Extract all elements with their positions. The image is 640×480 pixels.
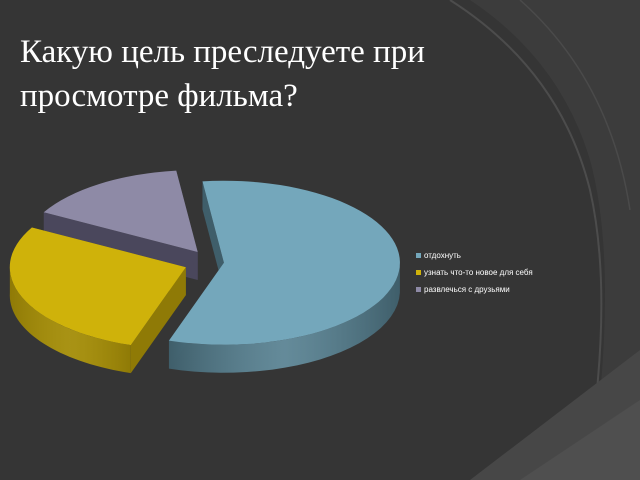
pie-slice-top <box>168 180 400 345</box>
pie-slice-side-wall <box>130 267 186 374</box>
legend-item: развлечься с друзьями <box>416 281 533 298</box>
pie-slice-0 <box>168 180 400 373</box>
legend-item: узнать что-то новое для себя <box>416 264 533 281</box>
chart-legend: отдохнуть узнать что-то новое для себя р… <box>416 247 533 298</box>
pie-slice-side-wall <box>202 181 224 291</box>
legend-swatch-icon <box>416 253 421 258</box>
legend-swatch-icon <box>416 270 421 275</box>
pie-slice-outer-wall <box>168 264 400 373</box>
pie-slice-outer-wall <box>9 264 131 374</box>
legend-label: узнать что-то новое для себя <box>424 268 533 277</box>
legend-item: отдохнуть <box>416 247 533 264</box>
legend-label: отдохнуть <box>424 251 461 260</box>
slide-title: Какую цель преследуете при просмотре фил… <box>20 34 425 114</box>
legend-swatch-icon <box>416 287 421 292</box>
legend-label: развлечься с друзьями <box>424 285 510 294</box>
pie-slice-top <box>9 227 186 346</box>
pie-slice-top <box>43 170 198 252</box>
pie-slice-1 <box>9 227 186 374</box>
